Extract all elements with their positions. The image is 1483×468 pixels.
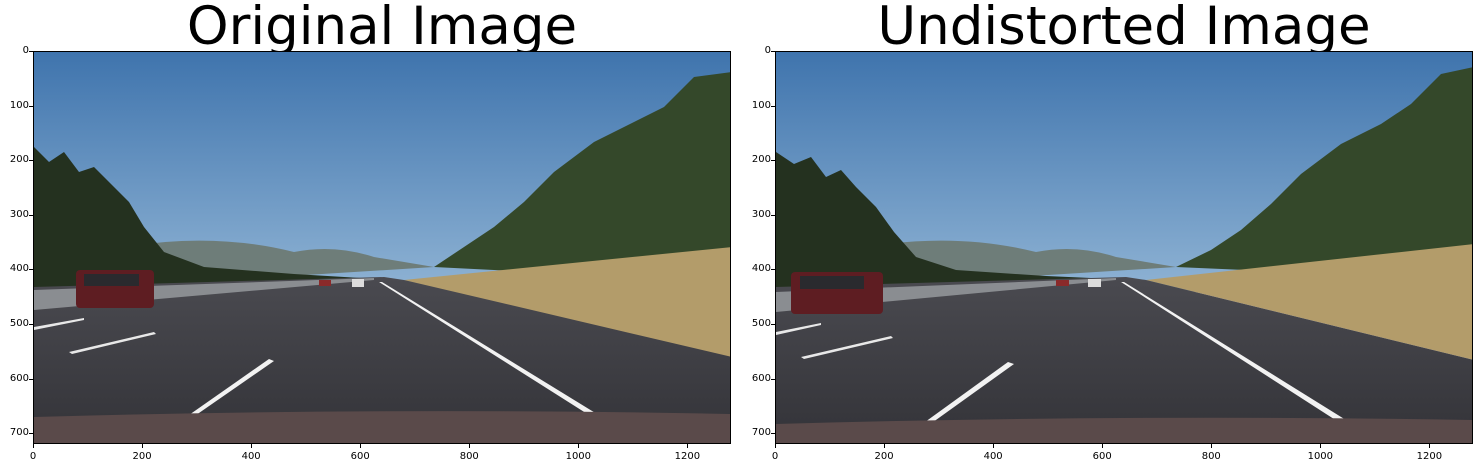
x-tick-label: 400	[983, 451, 1003, 462]
x-tick-label: 0	[29, 451, 37, 462]
x-tick-label: 1200	[1416, 451, 1443, 462]
x-tick-label: 1000	[1307, 451, 1334, 462]
x-tick-label: 200	[874, 451, 894, 462]
x-tick-mark	[360, 444, 362, 448]
y-tick-label: 600	[751, 372, 771, 384]
y-tick-mark	[29, 269, 33, 271]
y-tick-mark	[29, 214, 33, 216]
x-tick-label: 400	[241, 451, 261, 462]
x-tick-mark	[775, 444, 776, 448]
y-tick-mark	[771, 323, 775, 325]
y-tick-label: 500	[751, 317, 771, 329]
y-tick-label: 300	[9, 208, 29, 220]
x-tick-mark	[33, 444, 34, 448]
y-tick-label: 300	[751, 208, 771, 220]
y-tick-mark	[29, 433, 33, 435]
panel-title-undistorted: Undistorted Image	[877, 0, 1371, 57]
x-tick-label: 800	[1201, 451, 1221, 462]
y-tick-label: 400	[9, 263, 29, 275]
y-tick-label: 100	[751, 99, 771, 111]
y-tick-mark	[29, 160, 33, 162]
original-road-photo	[34, 52, 730, 443]
x-tick-mark	[1211, 444, 1213, 448]
x-tick-mark	[251, 444, 253, 448]
x-tick-mark	[469, 444, 471, 448]
x-tick-mark	[687, 444, 689, 448]
x-tick-label: 1000	[565, 451, 592, 462]
y-tick-mark	[771, 214, 775, 216]
y-tick-label: 0	[22, 45, 29, 56]
y-tick-mark	[771, 160, 775, 162]
y-tick-label: 600	[9, 372, 29, 384]
x-tick-label: 600	[1092, 451, 1112, 462]
undistorted-image-axes	[775, 51, 1473, 444]
undistorted-road-photo	[776, 52, 1472, 443]
y-tick-mark	[771, 433, 775, 435]
y-tick-mark	[771, 269, 775, 271]
y-tick-mark	[29, 378, 33, 380]
y-tick-label: 0	[764, 45, 771, 56]
undistorted-image-panel: Undistorted Image	[742, 0, 1483, 468]
x-tick-label: 600	[350, 451, 370, 462]
x-tick-mark	[142, 444, 144, 448]
y-tick-label: 700	[9, 427, 29, 439]
y-tick-label: 200	[9, 154, 29, 166]
y-tick-label: 200	[751, 154, 771, 166]
x-tick-label: 0	[771, 451, 779, 462]
y-tick-label: 700	[751, 427, 771, 439]
y-tick-mark	[771, 51, 775, 52]
x-tick-mark	[884, 444, 886, 448]
x-tick-mark	[1102, 444, 1104, 448]
x-tick-label: 200	[132, 451, 152, 462]
original-image-panel: Original Image	[33, 0, 731, 444]
x-tick-mark	[1320, 444, 1322, 448]
panel-title-original: Original Image	[186, 0, 578, 57]
y-tick-mark	[29, 323, 33, 325]
x-tick-mark	[1429, 444, 1431, 448]
original-image-axes	[33, 51, 731, 444]
x-tick-mark	[578, 444, 580, 448]
y-tick-mark	[29, 105, 33, 107]
y-tick-label: 500	[9, 317, 29, 329]
y-tick-label: 100	[9, 99, 29, 111]
x-tick-label: 1200	[674, 451, 701, 462]
y-tick-mark	[29, 51, 33, 52]
y-tick-mark	[771, 105, 775, 107]
y-tick-mark	[771, 378, 775, 380]
y-tick-label: 400	[751, 263, 771, 275]
x-tick-mark	[993, 444, 995, 448]
x-tick-label: 800	[459, 451, 479, 462]
